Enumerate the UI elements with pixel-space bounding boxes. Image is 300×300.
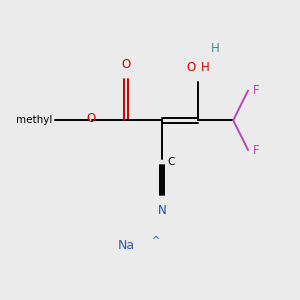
Text: O: O (187, 61, 196, 74)
Text: N: N (158, 203, 166, 217)
Text: C: C (168, 157, 175, 167)
Text: F: F (253, 143, 259, 157)
Text: O: O (86, 112, 95, 125)
Text: F: F (253, 84, 259, 97)
Text: H: H (200, 61, 209, 74)
Text: ^: ^ (152, 236, 160, 246)
Text: methyl: methyl (16, 115, 52, 125)
Text: Na: Na (118, 238, 135, 252)
Text: O: O (122, 58, 131, 71)
Text: H: H (211, 42, 220, 56)
